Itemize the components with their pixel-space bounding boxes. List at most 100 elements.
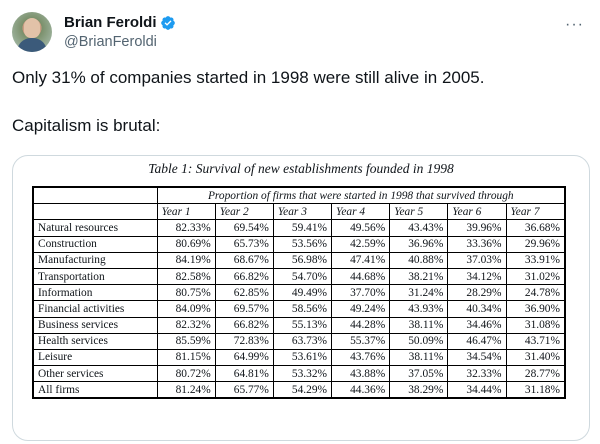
table-row: Transportation 82.58% 66.82% 54.70% 44.68% 38…	[32, 267, 566, 286]
table-cell: 58.56%	[272, 300, 333, 318]
table-cell: 36.96%	[389, 235, 449, 253]
table-cell: 38.29%	[389, 381, 449, 399]
table-cell: 46.47%	[447, 332, 507, 350]
avatar-shirt	[17, 38, 47, 52]
row-label: Information	[32, 284, 158, 302]
year-header: Year 3	[272, 203, 333, 221]
table-super-header: Proportion of firms that were started in…	[156, 186, 566, 205]
table-cell: 29.96%	[505, 235, 566, 253]
table-cell: 64.99%	[214, 348, 274, 367]
row-label: Natural resources	[32, 219, 158, 237]
table-row: Natural resources 82.33% 69.54% 59.41% 49.56…	[32, 219, 566, 237]
row-label: All firms	[32, 381, 158, 399]
more-icon[interactable]: ···	[565, 16, 584, 33]
table-caption: Table 1: Survival of new establishments …	[148, 161, 454, 176]
table-corner-cell	[33, 187, 158, 205]
year-header: Year 5	[389, 203, 449, 221]
table-cell: 84.09%	[156, 300, 216, 318]
table-cell: 59.41%	[272, 219, 333, 237]
table-cell: 68.67%	[214, 251, 274, 269]
table-cell: 69.57%	[214, 300, 274, 318]
table-cell: 54.29%	[272, 381, 333, 399]
table-cell: 42.59%	[331, 235, 391, 253]
row-label: Business services	[32, 316, 158, 334]
table-cell: 44.68%	[331, 267, 391, 286]
table-cell: 43.76%	[331, 348, 391, 367]
survival-table: Proportion of firms that were started in…	[32, 186, 566, 400]
table-row: All firms 81.24% 65.77% 54.29% 44.36% 38.29% 3…	[32, 381, 566, 399]
table-cell: 31.24%	[389, 284, 449, 302]
table-cell: 38.11%	[389, 316, 449, 334]
table-cell: 39.96%	[447, 219, 507, 237]
author-block: Brian Feroldi @BrianFeroldi	[64, 14, 176, 52]
table-cell: 34.12%	[447, 267, 507, 286]
table-cell: 33.91%	[505, 251, 566, 269]
table-cell: 49.49%	[272, 284, 333, 302]
tweet-image[interactable]: Table 1: Survival of new establishments …	[12, 155, 590, 441]
table-corner-cell	[33, 203, 158, 221]
row-label: Transportation	[32, 267, 158, 286]
row-label: Other services	[32, 365, 158, 383]
table-row: Health services 85.59% 72.83% 63.73% 55.37% 5…	[32, 332, 566, 350]
table-cell: 34.46%	[447, 316, 507, 334]
row-label: Financial activities	[32, 300, 158, 318]
table-cell: 85.59%	[156, 332, 216, 350]
table-cell: 31.08%	[505, 316, 566, 334]
table-cell: 34.54%	[447, 348, 507, 367]
table-cell: 24.78%	[505, 284, 566, 302]
tweet-header: Brian Feroldi @BrianFeroldi ···	[12, 12, 588, 56]
table-cell: 36.68%	[505, 219, 566, 237]
row-label: Health services	[32, 332, 158, 350]
table-cell: 33.36%	[447, 235, 507, 253]
table-row: Other services 80.72% 64.81% 53.32% 43.88% 37…	[32, 365, 566, 383]
table-cell: 31.18%	[505, 381, 566, 399]
table-row: Financial activities 84.09% 69.57% 58.56% 49…	[32, 300, 566, 318]
table-cell: 31.40%	[505, 348, 566, 367]
table-row: Construction 80.69% 65.73% 53.56% 42.59% 36.9…	[32, 235, 566, 253]
table-cell: 80.75%	[156, 284, 216, 302]
table-cell: 81.24%	[156, 381, 216, 399]
table-cell: 56.98%	[272, 251, 333, 269]
tweet-text: Only 31% of companies started in 1998 we…	[12, 66, 588, 138]
author-display-name[interactable]: Brian Feroldi	[64, 14, 157, 31]
table-cell: 65.73%	[214, 235, 274, 253]
year-header: Year 6	[447, 203, 507, 221]
table-year-header-row: Year 1 Year 2 Year 3 Year 4 Year 5 Year …	[33, 203, 566, 221]
table-cell: 53.32%	[272, 365, 333, 383]
avatar[interactable]	[12, 12, 52, 52]
table-cell: 81.15%	[156, 348, 216, 367]
table-cell: 82.58%	[156, 267, 216, 286]
table-cell: 31.02%	[505, 267, 566, 286]
table-row: Manufacturing 84.19% 68.67% 56.98% 47.41% 40.…	[32, 251, 566, 269]
table-cell: 50.09%	[389, 332, 449, 350]
year-header: Year 2	[214, 203, 274, 221]
table-cell: 53.56%	[272, 235, 333, 253]
table-cell: 37.70%	[331, 284, 391, 302]
table-cell: 80.69%	[156, 235, 216, 253]
avatar-face	[24, 18, 40, 38]
table-cell: 34.44%	[447, 381, 507, 399]
row-label: Construction	[32, 235, 158, 253]
table-cell: 38.11%	[389, 348, 449, 367]
year-header: Year 1	[156, 203, 216, 221]
table-cell: 82.33%	[156, 219, 216, 237]
table-cell: 84.19%	[156, 251, 216, 269]
table-cell: 53.61%	[272, 348, 333, 367]
table-cell: 44.28%	[331, 316, 391, 334]
author-handle[interactable]: @BrianFeroldi	[64, 34, 157, 50]
table-cell: 66.82%	[214, 316, 274, 334]
table-cell: 38.21%	[389, 267, 449, 286]
table-super-header-row: Proportion of firms that were started in…	[33, 186, 566, 205]
table-cell: 43.43%	[389, 219, 449, 237]
year-header: Year 7	[505, 203, 566, 221]
table-cell: 28.77%	[505, 365, 566, 383]
table-cell: 44.36%	[331, 381, 391, 399]
year-header: Year 4	[331, 203, 391, 221]
table-cell: 55.13%	[272, 316, 333, 334]
table-cell: 43.88%	[331, 365, 391, 383]
table-row: Business services 82.32% 66.82% 55.13% 44.28…	[32, 316, 566, 334]
table-cell: 82.32%	[156, 316, 216, 334]
tweet-line-1: Only 31% of companies started in 1998 we…	[12, 68, 485, 87]
table-cell: 37.03%	[447, 251, 507, 269]
verified-badge-icon	[160, 16, 175, 30]
